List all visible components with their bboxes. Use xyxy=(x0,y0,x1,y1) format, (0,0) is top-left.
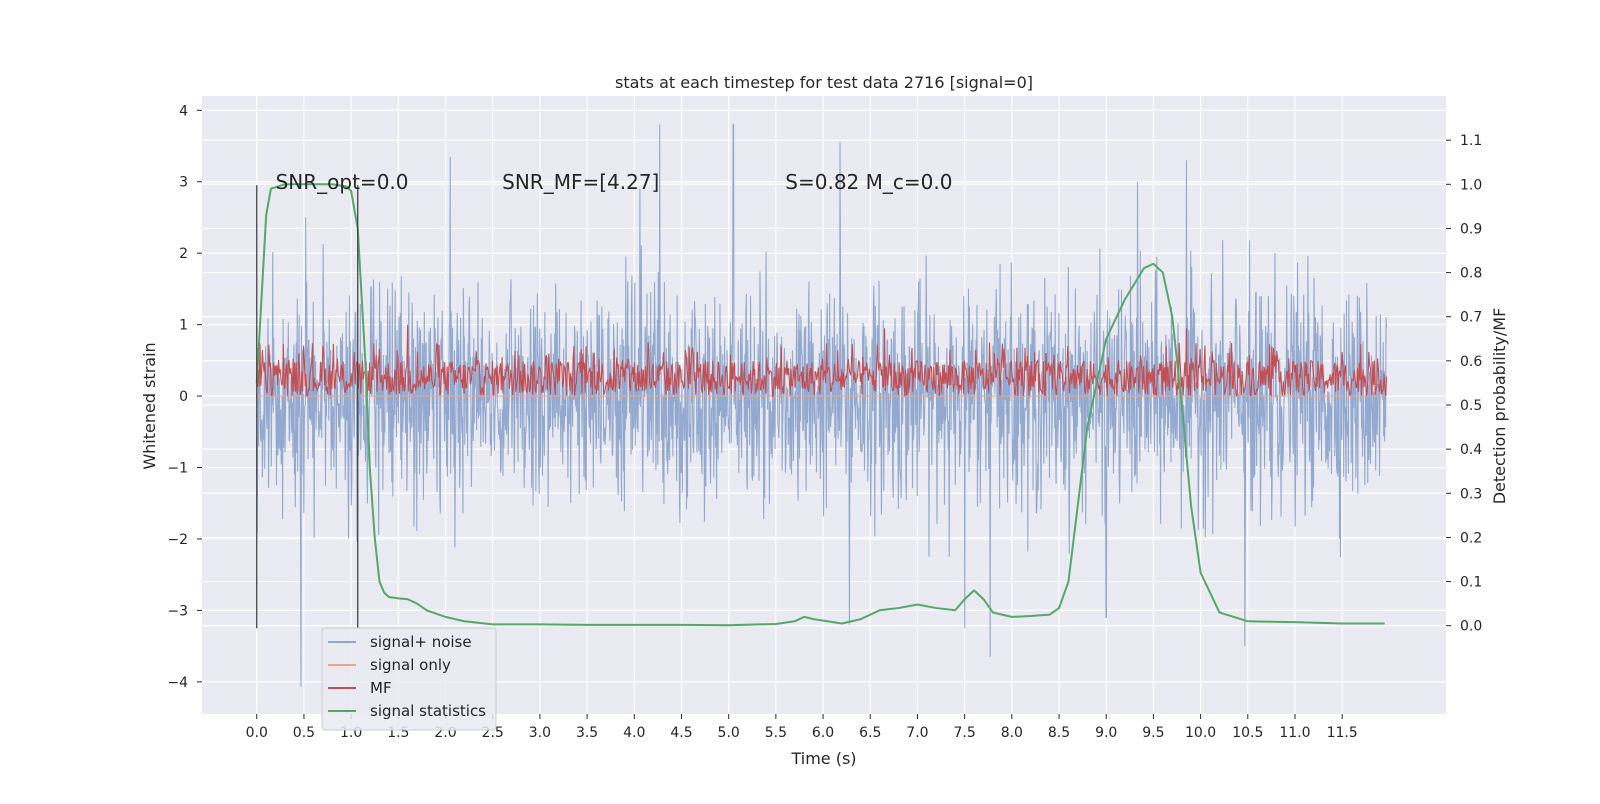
legend-label: signal+ noise xyxy=(370,633,472,651)
x-tick-label: 7.0 xyxy=(906,725,928,741)
annotation-text: SNR_opt=0.0 xyxy=(276,170,409,194)
legend: signal+ noise signal only MF signal statist… xyxy=(321,627,497,731)
legend-box xyxy=(321,627,497,731)
legend-label: signal only xyxy=(370,656,451,674)
x-tick-label: 6.0 xyxy=(812,725,834,741)
y-tick-label: −4 xyxy=(167,675,188,691)
y2-tick-label: 1.0 xyxy=(1460,177,1482,193)
chart-title: stats at each timestep for test data 271… xyxy=(615,73,1033,92)
x-tick-label: 0.5 xyxy=(293,725,315,741)
x-tick-label: 4.5 xyxy=(670,725,692,741)
y2-tick-label: 0.3 xyxy=(1460,486,1482,502)
y2-tick-label: 1.1 xyxy=(1460,133,1482,149)
x-tick-label: 5.5 xyxy=(765,725,787,741)
x-tick-label: 5.0 xyxy=(718,725,740,741)
x-tick-label: 11.5 xyxy=(1327,725,1358,741)
x-tick-label: 7.5 xyxy=(954,725,976,741)
x-tick-label: 8.0 xyxy=(1001,725,1023,741)
annotations: SNR_opt=0.0 SNR_MF=[4.27] S=0.82 M_c=0.0 xyxy=(276,170,953,194)
data-layer xyxy=(255,124,1388,687)
x-tick-label: 4.0 xyxy=(623,725,645,741)
y2-tick-label: 0.4 xyxy=(1460,442,1482,458)
y-tick-label: −3 xyxy=(167,603,188,619)
x-tick-label: 9.0 xyxy=(1095,725,1117,741)
y-tick-label: −2 xyxy=(167,532,188,548)
mf-line xyxy=(256,324,1388,397)
x-tick-label: 11.0 xyxy=(1279,725,1310,741)
y2-tick-label: 0.1 xyxy=(1460,575,1482,591)
y-tick-label: 2 xyxy=(179,246,188,262)
y-tick-label: 3 xyxy=(179,175,188,191)
x-axis-label: Time (s) xyxy=(790,749,856,768)
x-tick-label: 8.5 xyxy=(1048,725,1070,741)
y2-tick-label: 0.9 xyxy=(1460,221,1482,237)
x-tick-label: 10.0 xyxy=(1185,725,1216,741)
y-tick-label: 4 xyxy=(179,103,188,119)
y2-tick-label: 0.8 xyxy=(1460,266,1482,282)
y-tick-label: −1 xyxy=(167,461,188,477)
x-tick-label: 6.5 xyxy=(859,725,881,741)
x-tick-label: 0.0 xyxy=(246,725,268,741)
y-tick-label: 1 xyxy=(179,318,188,334)
legend-label: MF xyxy=(370,679,392,697)
x-tick-label: 3.5 xyxy=(576,725,598,741)
axes: 0.0 0.5 1.0 1.5 2.0 2.5 3.0 3.5 4.0 4.5 5.0 5.5 6.0 6… xyxy=(167,103,1482,741)
x-tick-label: 3.0 xyxy=(529,725,551,741)
x-tick-label: 9.5 xyxy=(1142,725,1164,741)
series-mf xyxy=(256,324,1388,397)
annotation-text: S=0.82 M_c=0.0 xyxy=(785,170,952,194)
y2-tick-label: 0.5 xyxy=(1460,398,1482,414)
y2-tick-label: 0.0 xyxy=(1460,619,1482,635)
legend-label: signal statistics xyxy=(370,702,486,720)
signal-statistics-line xyxy=(255,183,1385,627)
y2-axis-label: Detection probability/MF xyxy=(1490,308,1509,505)
x-tick-label: 10.5 xyxy=(1232,725,1263,741)
y2-tick-label: 0.2 xyxy=(1460,530,1482,546)
y2-tick-label: 0.6 xyxy=(1460,354,1482,370)
y2-tick-label: 0.7 xyxy=(1460,310,1482,326)
y-axis-label: Whitened strain xyxy=(140,342,159,469)
annotation-text: SNR_MF=[4.27] xyxy=(502,170,659,194)
y-tick-label: 0 xyxy=(179,389,188,405)
